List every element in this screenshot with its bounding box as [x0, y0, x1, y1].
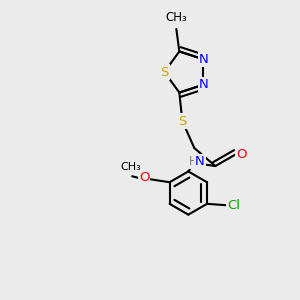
Text: CH₃: CH₃	[166, 11, 187, 25]
Text: N: N	[195, 155, 205, 168]
Text: S: S	[160, 65, 169, 79]
Text: H: H	[188, 155, 197, 168]
Text: N: N	[199, 78, 208, 91]
Text: O: O	[236, 148, 247, 160]
Text: Cl: Cl	[227, 199, 241, 212]
Text: O: O	[139, 171, 149, 184]
Text: S: S	[178, 115, 187, 128]
Text: N: N	[199, 53, 208, 66]
Text: CH₃: CH₃	[120, 162, 141, 172]
